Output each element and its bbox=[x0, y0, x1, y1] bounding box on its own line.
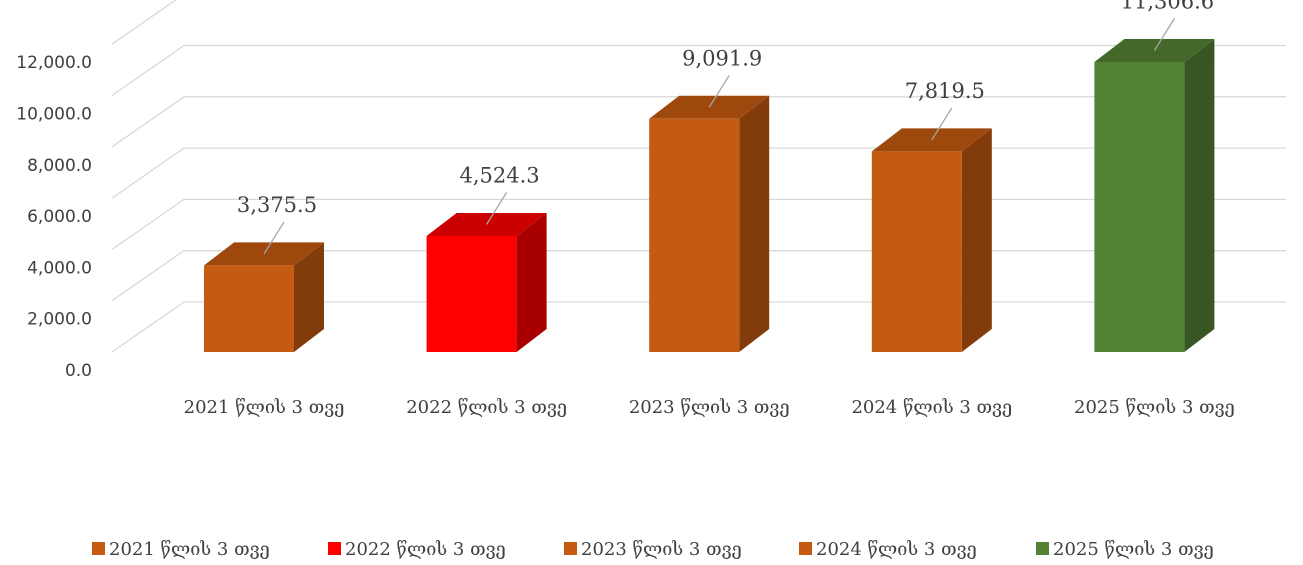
bar-front bbox=[1094, 61, 1185, 352]
data-label-leader bbox=[931, 107, 953, 141]
bar bbox=[649, 95, 770, 353]
y-tick-label: 2,000.0 bbox=[27, 310, 92, 330]
legend-label: 2025 წლის 3 თვე bbox=[1053, 539, 1214, 560]
data-label-leader bbox=[1153, 18, 1175, 51]
data-label-leader bbox=[708, 74, 730, 108]
bar bbox=[1094, 38, 1215, 352]
x-tick-label: 2023 წლის 3 თვე bbox=[629, 397, 790, 418]
y-tick-label: 4,000.0 bbox=[27, 258, 92, 278]
gridline bbox=[111, 44, 1286, 97]
legend-label: 2021 წლის 3 თვე bbox=[109, 539, 270, 560]
bar-side bbox=[739, 95, 770, 353]
y-tick-label: 10,000.0 bbox=[16, 105, 92, 125]
bar-side bbox=[1184, 38, 1215, 352]
x-tick-label: 2021 წლის 3 თვე bbox=[184, 397, 345, 418]
x-tick-label: 2022 წლის 3 თვე bbox=[406, 397, 567, 418]
legend-label: 2023 წლის 3 თვე bbox=[581, 539, 742, 560]
bar-side bbox=[294, 242, 324, 352]
legend-label: 2022 წლის 3 თვე bbox=[345, 539, 506, 560]
bar bbox=[871, 128, 992, 352]
legend-label: 2024 წლის 3 თვე bbox=[816, 539, 977, 560]
bar-top bbox=[426, 212, 547, 236]
data-label: 3,375.5 bbox=[237, 193, 317, 217]
data-label: 4,524.3 bbox=[460, 163, 540, 187]
data-label-leader bbox=[486, 192, 508, 225]
legend-swatch bbox=[1036, 542, 1049, 555]
bar bbox=[204, 242, 324, 352]
bar-side bbox=[516, 212, 547, 352]
bar-front bbox=[204, 265, 294, 352]
data-label: 9,091.9 bbox=[682, 46, 762, 70]
y-tick-label: 12,000.0 bbox=[16, 53, 92, 73]
legend-swatch bbox=[564, 542, 577, 555]
bar-front bbox=[871, 151, 962, 352]
legend-swatch bbox=[92, 542, 105, 555]
bar-front bbox=[426, 235, 517, 352]
data-label: 7,819.5 bbox=[905, 79, 985, 103]
x-tick-label: 2025 წლის 3 თვე bbox=[1074, 397, 1235, 418]
bar-side bbox=[961, 128, 992, 352]
gridline bbox=[111, 0, 177, 45]
y-tick-label: 8,000.0 bbox=[27, 156, 92, 176]
y-tick-label: 6,000.0 bbox=[27, 207, 92, 227]
x-tick-label: 2024 წლის 3 თვე bbox=[851, 397, 1012, 418]
bar-front bbox=[649, 118, 740, 353]
legend-swatch bbox=[799, 542, 812, 555]
gridline bbox=[111, 96, 1286, 148]
y-tick-label: 0.0 bbox=[65, 361, 92, 381]
data-label-leader bbox=[263, 221, 285, 255]
data-label: 11,306.6 bbox=[1121, 0, 1215, 13]
bar bbox=[426, 212, 547, 352]
legend-swatch bbox=[328, 542, 341, 555]
